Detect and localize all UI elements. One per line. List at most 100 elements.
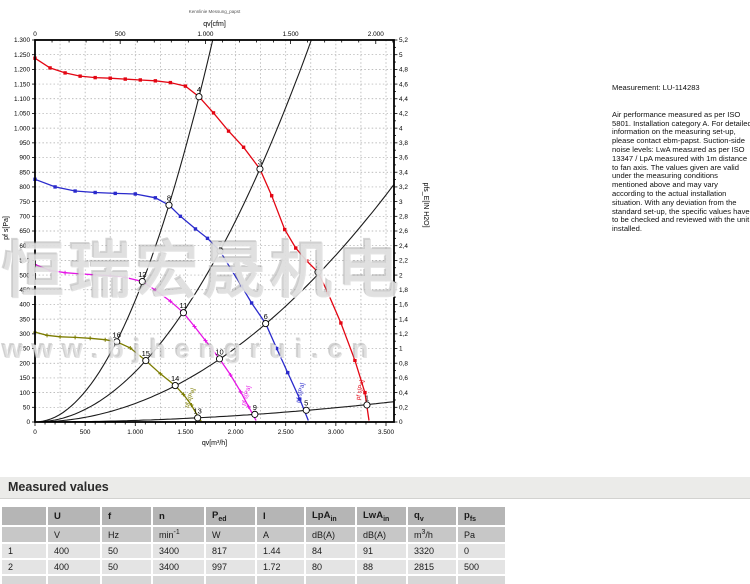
value-cell: 3320 <box>408 544 456 558</box>
value-cell <box>102 576 151 584</box>
svg-text:50: 50 <box>23 405 31 412</box>
chart-axes <box>34 39 395 423</box>
right-axis-title: pfs_E[IN H2O] <box>422 182 429 227</box>
svg-text:3,4: 3,4 <box>399 169 408 176</box>
curve-end-label: pf s[Pa] <box>296 382 307 404</box>
column-header: U <box>48 507 100 525</box>
svg-text:4,4: 4,4 <box>399 96 408 103</box>
operating-point-number: 10 <box>215 347 223 356</box>
column-header: Ped <box>206 507 255 525</box>
svg-text:1.000: 1.000 <box>197 31 213 38</box>
bottom-axis-title: qv[m³/h] <box>202 440 227 447</box>
svg-text:2.000: 2.000 <box>228 429 244 436</box>
unit-cell: Hz <box>102 527 151 542</box>
table-units-corner <box>2 527 46 542</box>
curve-end-label: pf s[Pa] <box>241 385 252 407</box>
measured-values-title: Measured values <box>8 480 109 494</box>
svg-text:500: 500 <box>115 31 126 38</box>
system-curve <box>34 39 312 423</box>
value-cell: 400 <box>48 544 100 558</box>
column-header: LwAin <box>357 507 406 525</box>
value-cell: 2815 <box>408 560 456 574</box>
measurement-note: Measurement: LU-114283 Air performance m… <box>612 83 750 234</box>
svg-text:3.000: 3.000 <box>328 429 344 436</box>
system-curve <box>35 401 395 423</box>
curve-magenta: pf s[Pa] <box>33 262 257 421</box>
svg-text:4,2: 4,2 <box>399 111 408 118</box>
value-cell <box>2 576 46 584</box>
svg-text:0,8: 0,8 <box>399 360 408 367</box>
svg-text:4,8: 4,8 <box>399 67 408 74</box>
value-cell: 1.72 <box>257 560 304 574</box>
operating-point-number: 3 <box>258 157 262 166</box>
row-index-cell: 2 <box>2 560 46 574</box>
svg-text:1,2: 1,2 <box>399 331 408 338</box>
operating-point-marker <box>113 338 121 346</box>
value-cell: 84 <box>306 544 355 558</box>
svg-text:1,8: 1,8 <box>399 287 408 294</box>
svg-text:0,4: 0,4 <box>399 390 408 397</box>
svg-text:0,6: 0,6 <box>399 375 408 382</box>
unit-cell: V <box>48 527 100 542</box>
svg-text:100: 100 <box>19 390 30 397</box>
operating-point-number: 8 <box>167 194 171 203</box>
svg-text:1,6: 1,6 <box>399 302 408 309</box>
svg-text:3.500: 3.500 <box>378 429 394 436</box>
fan-performance-chart: pf s[Pa] pf s[Pa] pf s[Pa] pf s[Pa] 1 2 3 4 5 6 7 8… <box>0 0 470 462</box>
unit-cell: dB(A) <box>357 527 406 542</box>
column-header: pfs <box>458 507 505 525</box>
value-cell: 3400 <box>153 544 204 558</box>
operating-point-number: 11 <box>180 301 188 310</box>
value-cell: 50 <box>102 544 151 558</box>
svg-text:400: 400 <box>19 302 30 309</box>
svg-text:3,6: 3,6 <box>399 155 408 162</box>
table-corner-cell <box>2 507 46 525</box>
value-cell <box>306 576 355 584</box>
svg-text:200: 200 <box>19 360 30 367</box>
operating-point-number: 9 <box>253 403 257 412</box>
operating-point-number: 7 <box>218 239 222 248</box>
svg-text:2,8: 2,8 <box>399 214 408 221</box>
row-index-cell: 1 <box>2 544 46 558</box>
operating-point-marker <box>179 309 187 317</box>
value-cell: 817 <box>206 544 255 558</box>
svg-text:4,6: 4,6 <box>399 81 408 88</box>
svg-text:500: 500 <box>80 429 91 436</box>
value-cell <box>48 576 100 584</box>
svg-text:1.000: 1.000 <box>127 429 143 436</box>
left-axis-title: pf s[Pa] <box>3 216 10 240</box>
svg-text:250: 250 <box>19 346 30 353</box>
svg-text:950: 950 <box>19 140 30 147</box>
value-cell <box>257 576 304 584</box>
operating-point-marker <box>262 320 270 328</box>
operating-point-marker <box>142 357 150 365</box>
svg-text:600: 600 <box>19 243 30 250</box>
value-cell: 50 <box>102 560 151 574</box>
operating-point-number: 1 <box>365 393 369 402</box>
operating-point-marker <box>215 355 224 363</box>
system-curve <box>34 39 214 423</box>
value-cell: 500 <box>458 560 505 574</box>
operating-point-marker <box>314 268 322 276</box>
svg-text:900: 900 <box>19 155 30 162</box>
svg-text:2: 2 <box>399 272 403 279</box>
svg-text:2,6: 2,6 <box>399 228 408 235</box>
svg-text:0: 0 <box>26 419 30 426</box>
curve-red: pf s[Pa] <box>33 56 370 421</box>
svg-text:1.500: 1.500 <box>283 31 299 38</box>
svg-text:300: 300 <box>19 331 30 338</box>
column-header: qv <box>408 507 456 525</box>
svg-text:0: 0 <box>33 31 37 38</box>
column-header: I <box>257 507 304 525</box>
svg-text:350: 350 <box>19 316 30 323</box>
value-cell <box>408 576 456 584</box>
chart-grid <box>35 40 394 422</box>
axis-ticks <box>32 39 398 426</box>
value-cell: 400 <box>48 560 100 574</box>
value-cell <box>357 576 406 584</box>
operating-point-marker <box>194 414 202 422</box>
operating-point-number: 14 <box>171 374 179 383</box>
